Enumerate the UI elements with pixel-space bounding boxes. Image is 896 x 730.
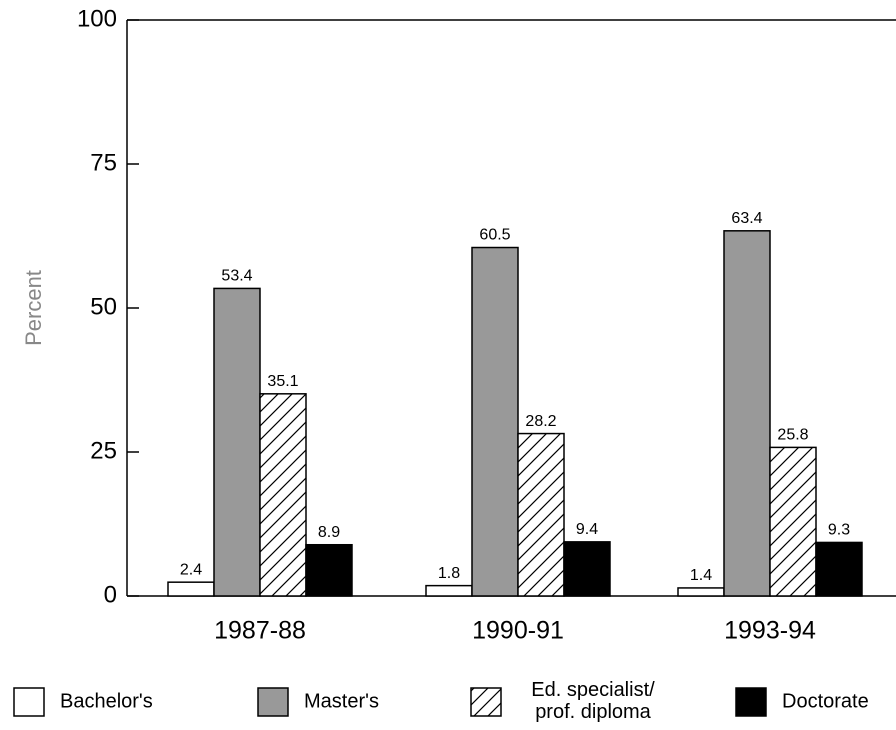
y-tick-label: 75 [90,149,117,176]
x-tick-label: 1987-88 [214,617,306,645]
bar [677,587,725,597]
y-tick-label: 0 [104,581,117,608]
legend-swatch [735,687,767,717]
value-label: 1.4 [690,567,712,584]
y-tick-label: 100 [77,5,117,32]
value-label: 28.2 [525,413,556,430]
bar [471,246,519,597]
bar [425,584,473,597]
legend-swatch [470,687,502,717]
legend-label: Doctorate [782,690,869,712]
x-tick-label: 1990-91 [472,617,564,645]
bar [563,541,611,597]
value-label: 60.5 [479,227,510,244]
legend-label: Ed. specialist/prof. diploma [531,679,655,723]
value-label: 8.9 [318,524,340,541]
value-label: 1.8 [438,565,460,582]
y-tick-label: 50 [90,293,117,320]
legend-label: Master's [304,690,379,712]
value-label: 53.4 [221,268,252,285]
legend-swatch [257,687,289,717]
value-label: 25.8 [777,427,808,444]
legend-swatch [13,687,45,717]
value-label: 63.4 [731,210,762,227]
legend-label: Bachelor's [60,690,153,712]
value-label: 9.4 [576,521,598,538]
bar [305,543,353,597]
bar [213,287,261,597]
value-label: 35.1 [267,373,298,390]
y-tick-label: 25 [90,437,117,464]
y-axis-label: Percent [21,270,46,346]
bar [167,581,215,597]
value-label: 9.3 [828,522,850,539]
bar [517,432,565,597]
x-tick-label: 1993-94 [724,617,816,645]
bar [723,230,771,597]
bar [815,541,863,597]
bar [259,393,307,597]
bar [769,446,817,597]
value-label: 2.4 [180,561,202,578]
